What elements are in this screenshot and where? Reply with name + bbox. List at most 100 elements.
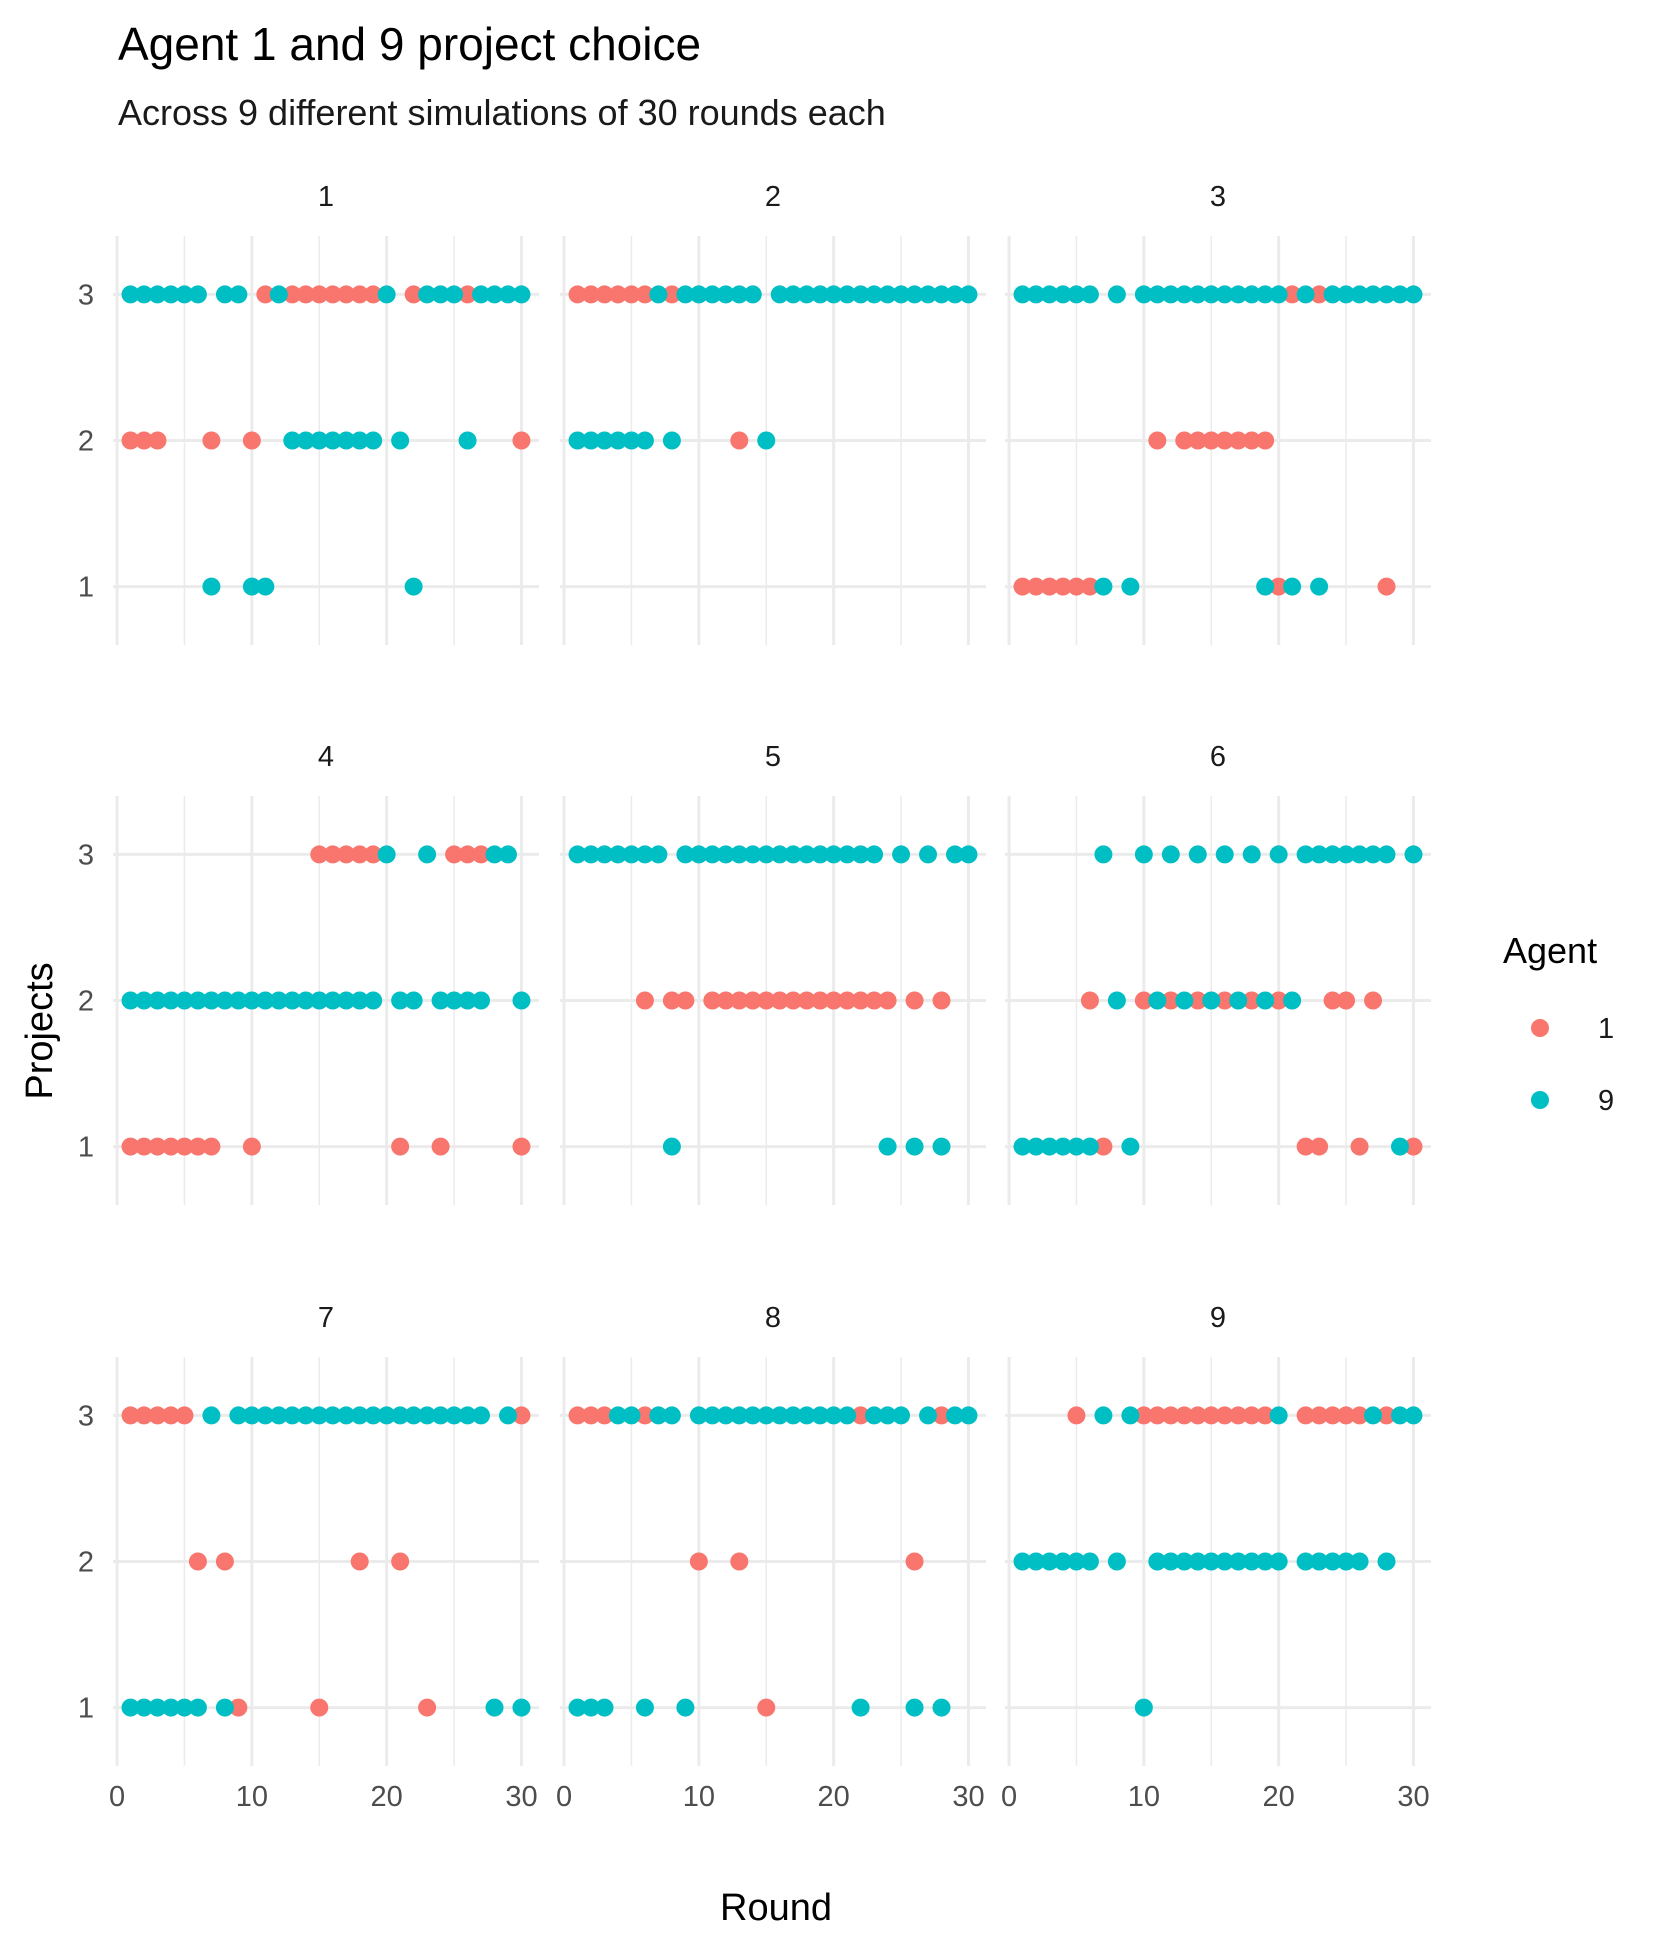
point-agent-9 [1242,285,1261,304]
point-agent-9 [1107,1552,1126,1571]
point-agent-9 [1337,1552,1356,1571]
point-agent-9 [703,1406,722,1425]
point-agent-9 [608,845,627,864]
point-agent-9 [649,1406,668,1425]
point-agent-9 [202,577,221,596]
point-agent-9 [323,431,342,450]
point-agent-9 [635,431,654,450]
point-agent-1 [865,991,884,1010]
point-agent-1 [1094,1137,1113,1156]
point-agent-9 [445,991,464,1010]
point-agent-9 [498,285,517,304]
point-agent-1 [148,431,167,450]
point-agent-1 [391,1137,410,1156]
point-agent-9 [1040,1552,1059,1571]
point-agent-9 [892,285,911,304]
point-agent-1 [1323,991,1342,1010]
point-agent-9 [730,1406,749,1425]
point-agent-9 [838,285,857,304]
point-agent-9 [1364,285,1383,304]
point-agent-1 [595,1406,614,1425]
point-agent-9 [512,285,531,304]
point-agent-1 [1323,1406,1342,1425]
point-agent-9 [431,991,450,1010]
y-axis-title: Projects [19,962,61,1099]
point-agent-9 [148,1698,167,1717]
point-agent-1 [175,1137,194,1156]
point-agent-1 [622,285,641,304]
point-agent-9 [310,991,329,1010]
point-agent-9 [1337,285,1356,304]
point-agent-9 [1161,845,1180,864]
point-agent-9 [1229,285,1248,304]
point-agent-9 [784,845,803,864]
point-agent-9 [1256,991,1275,1010]
point-agent-1 [135,1137,154,1156]
point-agent-9 [689,1406,708,1425]
point-agent-9 [757,431,776,450]
point-agent-9 [582,845,601,864]
point-agent-9 [635,1698,654,1717]
point-agent-9 [1215,285,1234,304]
point-agent-9 [215,991,234,1010]
point-agent-9 [1107,991,1126,1010]
point-agent-1 [1067,577,1086,596]
point-agent-9 [1229,991,1248,1010]
point-agent-9 [730,845,749,864]
point-agent-9 [1027,285,1046,304]
facet-label: 6 [1210,741,1226,773]
x-tick-label: 0 [556,1781,572,1813]
point-agent-9 [622,431,641,450]
point-agent-9 [1080,285,1099,304]
point-agent-9 [743,285,762,304]
point-agent-1 [703,991,722,1010]
x-tick-label: 30 [952,1781,984,1813]
point-agent-9 [568,845,587,864]
point-agent-9 [1027,1137,1046,1156]
point-agent-1 [730,431,749,450]
point-agent-1 [1404,1137,1423,1156]
point-agent-9 [256,577,275,596]
point-agent-9 [229,991,248,1010]
facet-panel-1: 1 1 2 3 [78,181,539,645]
point-agent-1 [161,1406,180,1425]
point-agent-9 [350,1406,369,1425]
point-agent-1 [283,285,302,304]
point-agent-9 [622,845,641,864]
point-agent-9 [1013,1137,1032,1156]
y-tick-label: 2 [78,426,94,458]
point-agent-1 [1283,285,1302,304]
point-agent-9 [1323,1552,1342,1571]
point-agent-1 [188,1552,207,1571]
point-agent-1 [662,285,681,304]
point-agent-9 [391,1406,410,1425]
point-agent-9 [472,991,491,1010]
point-agent-9 [838,1406,857,1425]
point-agent-9 [878,285,897,304]
point-agent-9 [1053,285,1072,304]
point-agent-9 [296,1406,315,1425]
point-agent-9 [1323,285,1342,304]
point-agent-9 [865,1406,884,1425]
legend-key-1 [1531,1019,1549,1037]
point-agent-9 [662,431,681,450]
facet-panel-2: 2 [560,181,986,645]
point-agent-1 [1188,431,1207,450]
point-agent-1 [350,285,369,304]
point-agent-9 [676,285,695,304]
point-agent-9 [716,845,735,864]
point-agent-1 [1269,991,1288,1010]
point-agent-9 [919,285,938,304]
x-tick-label: 0 [1001,1781,1017,1813]
point-agent-9 [485,845,504,864]
point-agent-1 [770,991,789,1010]
point-agent-9 [1202,991,1221,1010]
y-tick-label: 3 [78,1400,94,1432]
point-agent-1 [757,991,776,1010]
point-agent-1 [1242,991,1261,1010]
point-agent-1 [676,991,695,1010]
point-agent-1 [418,1698,437,1717]
point-agent-1 [1350,1137,1369,1156]
point-agent-1 [121,431,140,450]
point-agent-1 [135,431,154,450]
